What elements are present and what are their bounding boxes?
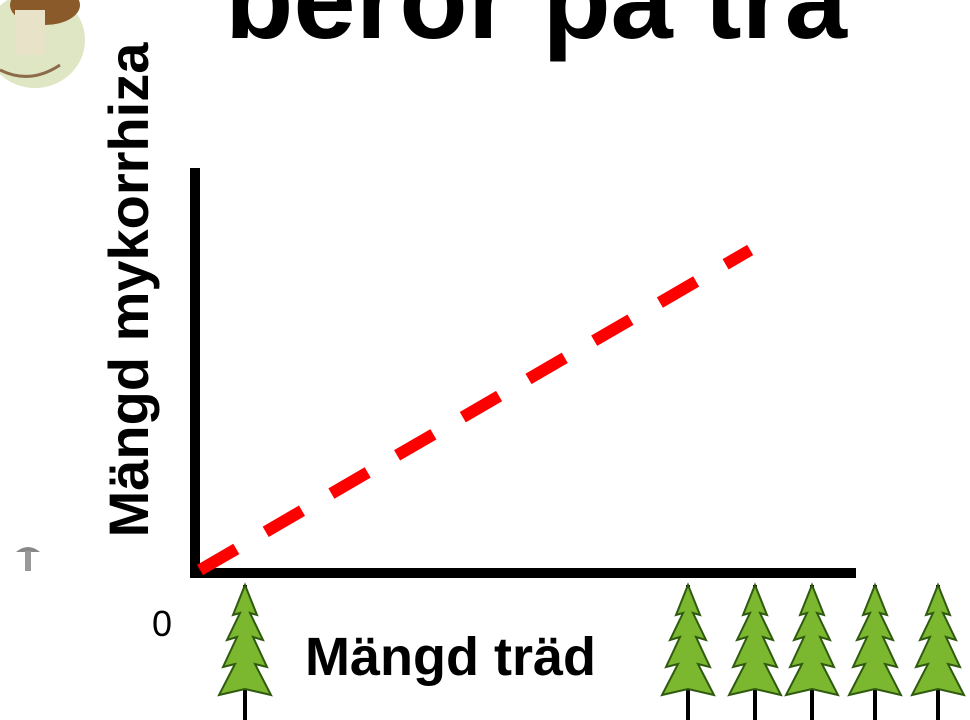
y-axis-label: Mängd mykorrhiza — [97, 42, 160, 538]
x-axis-label: Mängd träd — [305, 627, 596, 687]
title: beror på trä — [225, 0, 848, 62]
x-tick-label: 0 — [152, 603, 172, 644]
data-line — [196, 244, 754, 576]
mushroom-illustration — [0, 0, 85, 88]
mushroom-icon — [16, 547, 40, 571]
